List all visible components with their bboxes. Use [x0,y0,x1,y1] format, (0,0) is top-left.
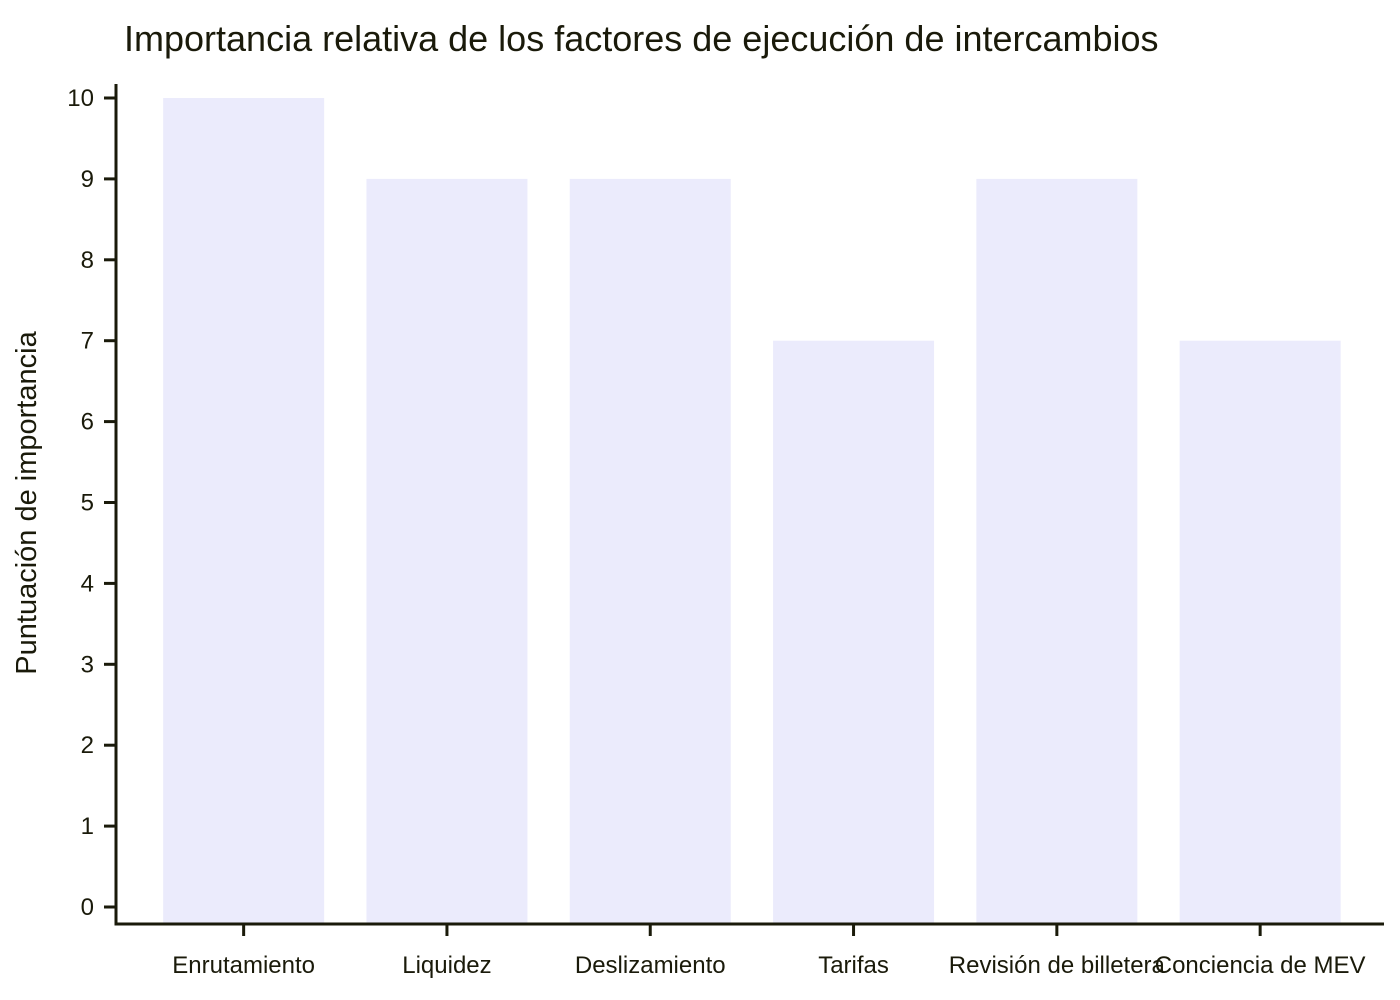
x-tick-label: Deslizamiento [575,952,726,979]
y-tick-label: 3 [81,651,94,678]
y-tick-label: 4 [81,570,94,597]
x-tick-label: Liquidez [402,952,491,979]
y-tick-label: 8 [81,247,94,274]
chart-title: Importancia relativa de los factores de … [124,18,1159,59]
bar-revisión-de-billetera [976,178,1138,924]
y-tick-label: 5 [81,490,94,517]
x-tick-label: Enrutamiento [172,952,315,979]
y-tick-label: 7 [81,328,94,355]
y-tick-label: 10 [67,85,94,112]
x-ticks-group: Enrutamiento Liquidez Deslizamiento Tarifas… [172,924,1366,979]
y-tick-label: 0 [81,894,94,921]
y-tick-label: 2 [81,732,94,759]
bar-liquidez [366,178,528,924]
bars-group [163,98,1341,924]
y-tick-label: 9 [81,166,94,193]
bar-deslizamiento [569,178,731,924]
x-tick-label: Tarifas [818,952,889,979]
y-tick-label: 6 [81,409,94,436]
y-ticks-group: 0 1 2 3 4 5 6 7 8 9 10 [67,85,116,921]
bar-enrutamiento [163,98,325,924]
bar-conciencia-de-mev [1179,340,1341,924]
y-axis-label: Puntuación de importancia [11,330,43,674]
axes-group [114,84,1384,926]
bar-tarifas [773,340,935,924]
x-tick-label: Conciencia de MEV [1155,952,1366,979]
x-tick-label: Revisión de billetera [949,952,1166,979]
y-tick-label: 1 [81,813,94,840]
